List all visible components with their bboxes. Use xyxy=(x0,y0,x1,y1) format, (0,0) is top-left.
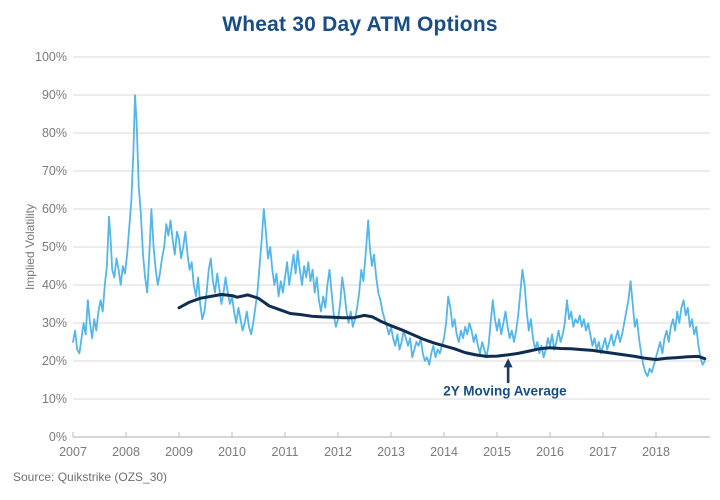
y-tick-label: 90% xyxy=(42,88,67,102)
y-tick-label: 70% xyxy=(42,164,67,178)
y-tick-label: 0% xyxy=(49,430,67,444)
moving-average-annotation: 2Y Moving Average xyxy=(443,383,567,399)
x-tick-label: 2012 xyxy=(324,445,352,459)
x-tick-label: 2009 xyxy=(165,445,193,459)
x-tick-label: 2013 xyxy=(377,445,405,459)
y-tick-label: 30% xyxy=(42,316,67,330)
x-tick-label: 2007 xyxy=(59,445,87,459)
source-note: Source: Quikstrike (OZS_30) xyxy=(13,470,168,484)
y-tick-label: 80% xyxy=(42,126,67,140)
x-tick-label: 2014 xyxy=(430,445,458,459)
annotation-arrow-head xyxy=(503,358,513,368)
x-tick-label: 2016 xyxy=(536,445,564,459)
x-tick-label: 2011 xyxy=(272,445,299,459)
moving-average-line xyxy=(177,293,707,361)
y-tick-label: 40% xyxy=(42,278,67,292)
y-tick-label: 20% xyxy=(42,354,67,368)
x-tick-label: 2010 xyxy=(218,445,246,459)
x-tick-label: 2015 xyxy=(483,445,511,459)
y-axis-title: Implied Volatility xyxy=(23,203,37,291)
x-tick-label: 2017 xyxy=(589,445,617,459)
y-tick-label: 100% xyxy=(35,50,67,64)
y-tick-label: 50% xyxy=(42,240,67,254)
implied-volatility-line xyxy=(72,94,706,378)
y-tick-label: 60% xyxy=(42,202,67,216)
x-tick-label: 2008 xyxy=(112,445,140,459)
y-tick-label: 10% xyxy=(42,392,67,406)
x-tick-label: 2018 xyxy=(642,445,670,459)
chart-title: Wheat 30 Day ATM Options xyxy=(222,13,498,36)
